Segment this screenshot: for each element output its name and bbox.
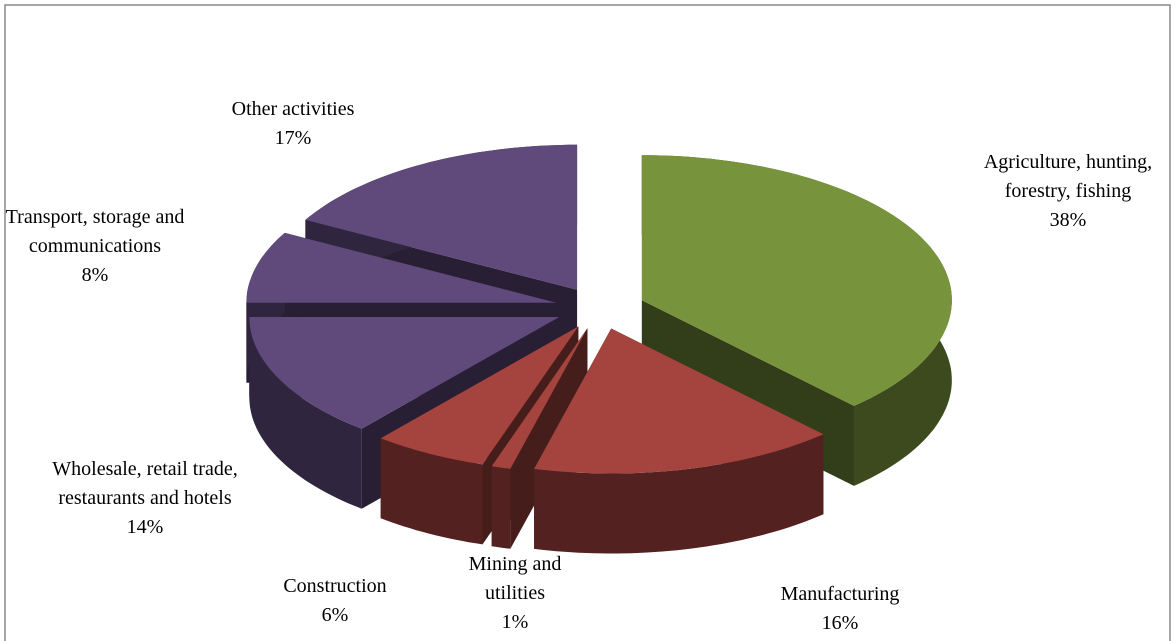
category-name: Wholesale, retail trade, restaurants and… — [52, 458, 238, 509]
value-label: 1% — [501, 611, 529, 633]
slice-side — [491, 328, 588, 547]
value-label: 17% — [274, 127, 312, 149]
value-label: 16% — [821, 612, 859, 634]
value-label: 14% — [126, 516, 164, 538]
slice-top — [380, 326, 579, 465]
category-name: Mining and utilities — [468, 553, 562, 604]
slice — [534, 328, 824, 554]
slice-top — [641, 155, 952, 406]
value-label: 38% — [1049, 209, 1087, 231]
slice-label: Wholesale, retail trade, restaurants and… — [45, 455, 245, 542]
category-name: Other activities — [231, 98, 355, 120]
slice-top — [249, 317, 560, 429]
slice-wall — [380, 438, 483, 545]
slice-label: Transport, storage and communications 8% — [0, 203, 190, 290]
slice-wall — [491, 466, 511, 549]
slice-top — [491, 328, 588, 469]
slice-label: Other activities 17% — [193, 95, 393, 153]
slice-top — [534, 328, 824, 474]
slice-top — [305, 144, 578, 290]
category-name: Agriculture, hunting, forestry, fishing — [983, 151, 1153, 202]
category-name: Transport, storage and communications — [5, 206, 185, 257]
slice-label: Construction 6% — [255, 572, 415, 630]
value-label: 8% — [81, 264, 109, 286]
slice-wall — [249, 317, 362, 509]
slice-label: Agriculture, hunting, forestry, fishing 3… — [973, 148, 1163, 235]
slice-top — [246, 232, 557, 303]
slice-wall — [534, 434, 824, 554]
category-name: Manufacturing — [780, 583, 900, 605]
slice-label: Mining and utilities 1% — [460, 550, 570, 637]
slice — [491, 328, 588, 549]
value-label: 6% — [321, 604, 349, 626]
slice-label: Manufacturing 16% — [740, 580, 940, 638]
category-name: Construction — [283, 575, 387, 597]
